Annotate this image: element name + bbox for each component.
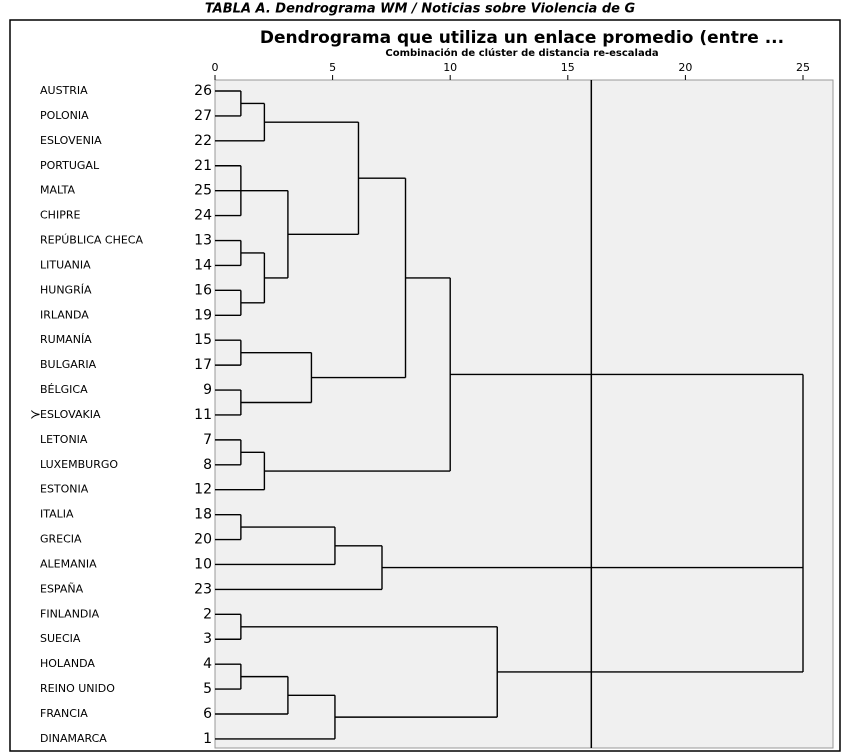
leaf-id: 23 [194,581,212,597]
page-header: TABLA A. Dendrograma WM / Noticias sobre… [205,2,636,17]
cluster-link [381,373,804,673]
leaf-label: ESPAÑA [40,582,84,595]
leaf-label: REINO UNIDO [40,682,115,695]
x-tick-label: 5 [329,61,336,74]
leaf-label: REPÚBLICA CHECA [40,234,143,247]
leaf-label: LUXEMBURGO [40,458,118,471]
leaf-label: ESTONIA [40,483,89,496]
leaf-id: 10 [194,556,212,572]
leaf-id: 21 [194,158,212,174]
leaf-label: ESLOVAKIA [40,408,101,421]
leaf-id: 20 [194,532,212,548]
leaf-id: 9 [203,382,212,398]
plot-area [214,79,834,749]
leaf-label: HOLANDA [40,657,95,670]
leaf-id: 19 [194,307,212,323]
leaf-id: 14 [194,257,212,273]
leaf-label: ESLOVENIA [40,134,102,147]
leaf-id: 18 [194,507,212,523]
leaf-label: LITUANIA [40,258,91,271]
leaf-id: 5 [203,681,212,697]
leaf-id: 25 [194,183,212,199]
x-tick-label: 25 [796,61,810,74]
leaf-id: 3 [203,631,212,647]
leaf-label: BÉLGICA [40,383,88,396]
leaf-label: FRANCIA [40,707,88,720]
leaf-id: 7 [203,432,212,448]
leaf-label: PORTUGAL [40,159,100,172]
cluster-link [215,165,242,217]
leaf-id: 6 [203,706,212,722]
leaf-id: 11 [194,407,212,423]
leaf-id: 4 [203,656,212,672]
leaf-label: ALEMANIA [40,557,97,570]
leaf-label: CHIPRE [40,209,80,222]
chart-title: Dendrograma que utiliza un enlace promed… [260,28,784,48]
leaf-label: FINLANDIA [40,607,100,620]
leaf-id: 1 [203,731,212,747]
leaf-label: ITALIA [40,508,74,521]
leaf-label: RUMANÍA [40,333,92,346]
leaf-label: MALTA [40,184,75,197]
leaf-label: GRECIA [40,533,82,546]
leaf-id: 15 [194,332,212,348]
leaf-id: 12 [194,482,212,498]
leaf-id: 26 [194,83,212,99]
leaf-id: 27 [194,108,212,124]
x-tick-label: 10 [443,61,457,74]
leaf-id: 24 [194,208,212,224]
leaf-id: 22 [194,133,212,149]
leaf-id: 16 [194,282,212,298]
leaf-label: BULGARIA [40,358,97,371]
leaf-label: POLONIA [40,109,89,122]
leaf-id: 2 [203,606,212,622]
leaf-label: LETONIA [40,433,88,446]
leaf-id: 17 [194,357,212,373]
chart-subtitle: Combinación de clúster de distancia re-e… [385,47,658,59]
leaf-id: 8 [203,457,212,473]
leaf-id: 13 [194,233,212,249]
leaf-label: AUSTRIA [40,84,88,97]
leaf-label: DINAMARCA [40,732,107,745]
x-tick-label: 20 [678,61,692,74]
leaf-label: HUNGRÍA [40,283,92,296]
x-tick-label: 0 [212,61,219,74]
x-tick-label: 15 [561,61,575,74]
leaf-label: SUECIA [40,632,81,645]
leaf-label: IRLANDA [40,308,89,321]
selection-marker: ≻ [30,408,41,423]
